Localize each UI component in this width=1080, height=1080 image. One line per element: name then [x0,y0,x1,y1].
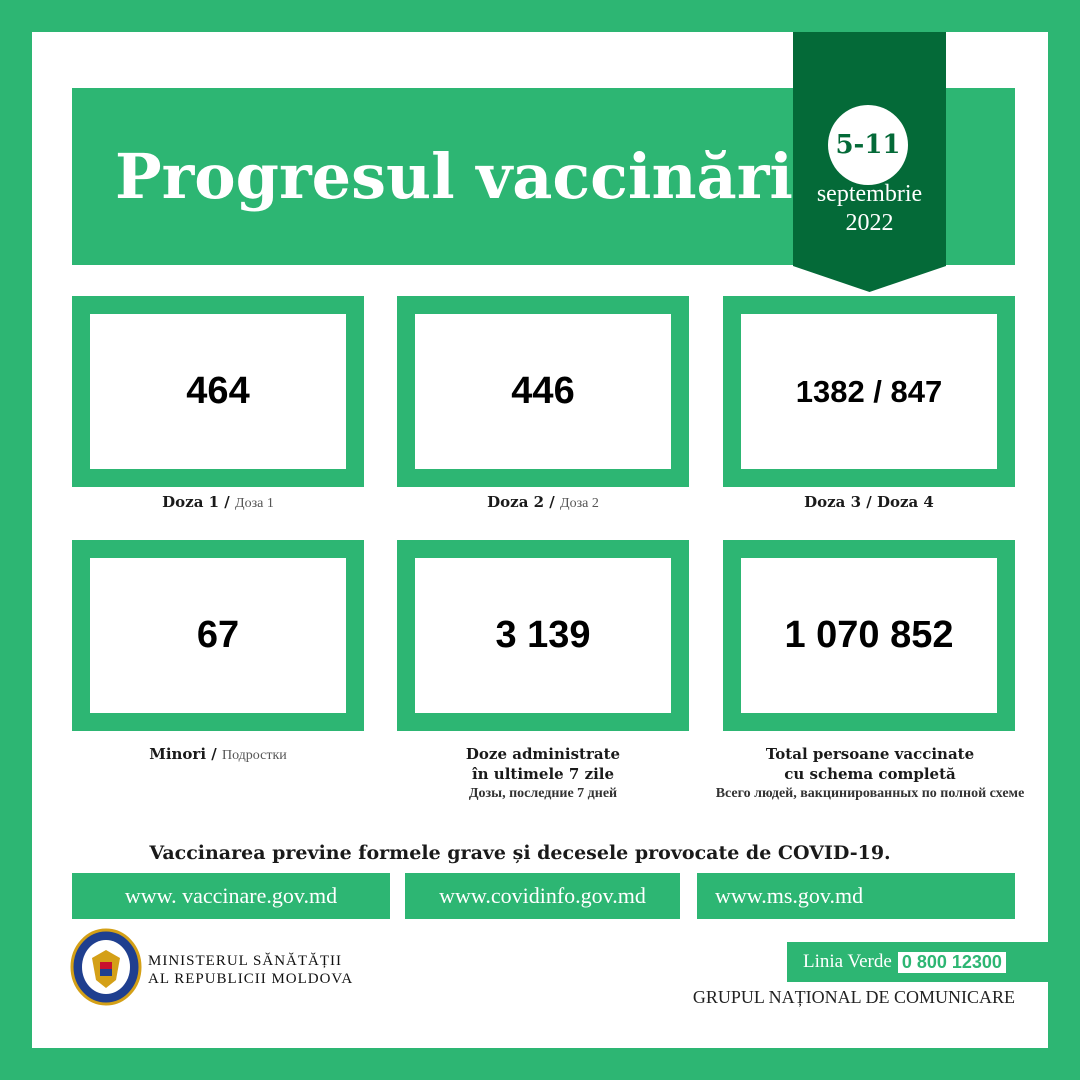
date-month-year: septembrie 2022 [793,180,946,238]
stat-label: Total persoane vaccinate cu schema comple… [715,745,1025,801]
date-days: 5-11 [828,105,908,185]
page-title: Progresul vaccinării [115,140,817,213]
stat-value: 1 070 852 [741,558,997,713]
stat-value: 446 [415,314,671,469]
stat-value: 464 [90,314,346,469]
ministry-name: MINISTERUL SĂNĂTĂȚII AL REPUBLICII MOLDOV… [148,953,354,987]
stat-value: 67 [90,558,346,713]
stat-card-minors: 67 [72,540,364,731]
stat-value: 3 139 [415,558,671,713]
stat-label: Doza 2 / Доза 2 [487,493,599,511]
url-covidinfo[interactable]: www.covidinfo.gov.md [405,873,680,919]
url-ms[interactable]: www.ms.gov.md [697,873,1015,919]
stat-card-dose2: 446 [397,296,689,487]
stat-value: 1382 / 847 [741,314,997,469]
url-vaccinare[interactable]: www. vaccinare.gov.md [72,873,390,919]
date-month: septembrie [816,181,923,207]
hotline-banner: Linia Verde 0 800 12300 [787,942,1048,982]
stat-card-dose3-4: 1382 / 847 [723,296,1015,487]
stat-label: Doza 1 / Доза 1 [162,493,274,511]
stat-card-7days: 3 139 [397,540,689,731]
slogan: Vaccinarea previne formele grave și dece… [149,842,891,864]
stat-label: Minori / Подростки [149,745,287,763]
footer-credit: GRUPUL NAȚIONAL DE COMUNICARE [692,987,1015,1007]
stat-label: Doze administrate în ultimele 7 zile Дозы,… [465,745,621,801]
stat-card-total: 1 070 852 [723,540,1015,731]
stat-label: Doza 3 / Doza 4 [804,493,934,511]
date-year: 2022 [845,210,894,236]
ministry-seal-logo [70,928,142,1006]
hotline-label: Linia Verde [803,951,892,972]
hotline-number[interactable]: 0 800 12300 [897,951,1006,973]
stat-card-dose1: 464 [72,296,364,487]
